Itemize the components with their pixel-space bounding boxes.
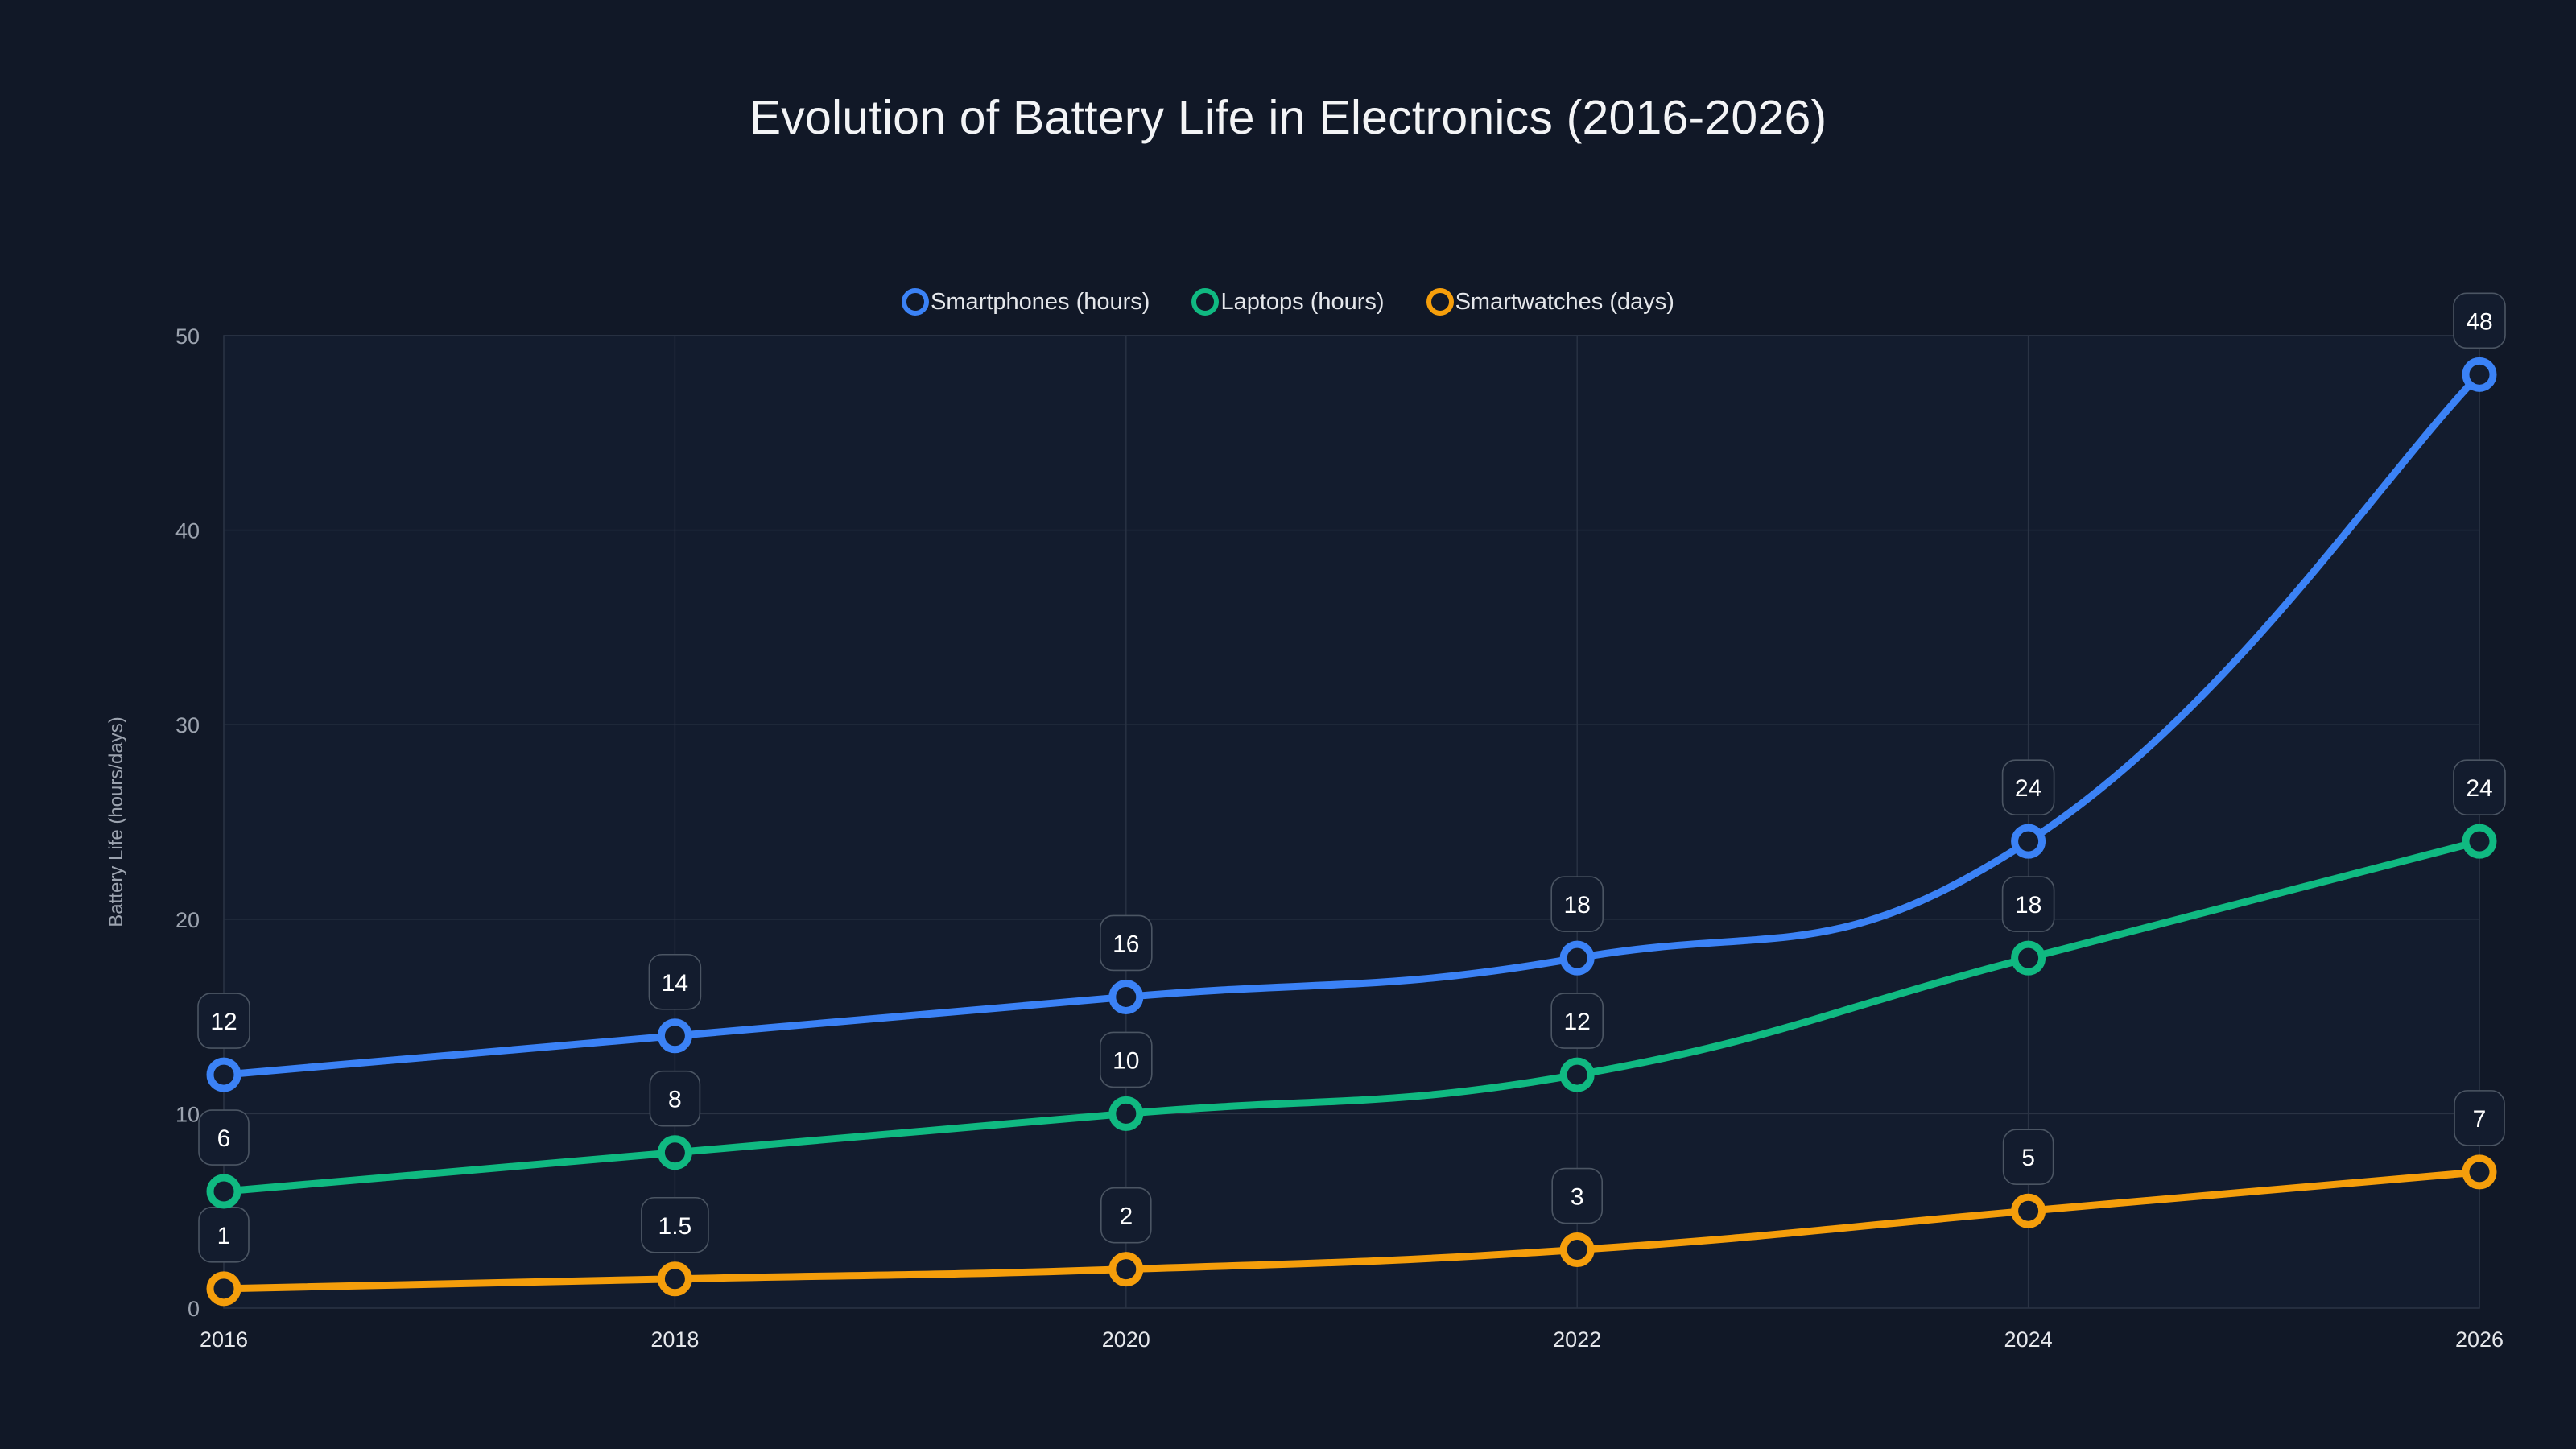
data-label-box [1551,1167,1603,1224]
plot-border [223,335,2480,1309]
data-label-box [1100,914,1153,972]
legend-item-1[interactable]: Laptops (hours) [1191,288,1385,316]
data-point-marker[interactable] [206,1271,242,1307]
data-label-box [197,993,250,1049]
data-label-box [1100,1187,1152,1244]
data-point-marker[interactable] [2462,824,2497,859]
data-point-marker[interactable] [657,1261,692,1297]
data-label-box [2454,1090,2505,1146]
data-label-text: 24 [2015,775,2041,802]
legend-item-label: Smartwatches (days) [1455,288,1674,315]
data-label-text: 24 [2466,775,2492,802]
data-point-marker[interactable] [657,1135,692,1170]
x-axis-tick-label: 2026 [2455,1327,2504,1352]
data-label-box [649,1070,701,1127]
data-point-marker[interactable] [1108,1096,1144,1131]
y-axis-tick-label: 20 [175,908,200,932]
data-label-text: 1 [217,1223,231,1249]
x-axis-tick-label: 2018 [650,1327,699,1352]
data-point-marker[interactable] [1108,1252,1144,1287]
data-labels: 12 14 16 18 24 48 6 8 10 12 18 24 1 1.5 2 3 5 7 [197,292,2506,1263]
y-axis-tick-label: 40 [175,519,200,543]
data-label-text: 8 [668,1087,682,1113]
circle-ring-icon [1426,288,1454,316]
data-label-box [2453,759,2506,815]
data-point-marker[interactable] [2011,940,2046,976]
y-axis-tick-label: 30 [175,713,200,737]
data-label-text: 6 [217,1125,231,1152]
data-label-box [648,953,702,1010]
circle-ring-icon [902,288,930,316]
circle-ring-icon [1191,288,1220,316]
data-point-marker[interactable] [1559,1232,1595,1268]
data-label-text: 3 [1571,1184,1584,1211]
y-axis-title: Battery Life (hours/days) [105,716,127,927]
data-label-text: 10 [1113,1047,1139,1074]
series-line-1 [220,837,2483,1195]
data-label-box [2001,876,2055,932]
data-label-box [2002,1129,2054,1185]
data-label-text: 18 [2015,892,2041,919]
series-markers [206,357,2497,1307]
x-axis-tick-label: 2020 [1102,1327,1150,1352]
data-point-marker[interactable] [1559,1057,1595,1092]
data-label-box [2453,292,2506,349]
legend-item-0[interactable]: Smartphones (hours) [902,288,1150,316]
data-point-marker[interactable] [206,1174,242,1209]
series-line-2 [220,1168,2483,1293]
data-point-marker[interactable] [657,1018,692,1054]
data-label-box [641,1196,709,1253]
data-point-marker[interactable] [2462,1154,2497,1190]
series-lines [220,370,2483,1293]
chart-title: Evolution of Battery Life in Electronics… [749,91,1827,144]
x-axis-tick-label: 2024 [2004,1327,2053,1352]
data-point-marker[interactable] [2462,357,2497,392]
y-axis-tick-label: 0 [188,1297,200,1321]
x-axis-tick-label: 2022 [1553,1327,1601,1352]
legend-item-2[interactable]: Smartwatches (days) [1426,288,1674,316]
series-line-0 [220,370,2483,1079]
data-label-text: 7 [2473,1106,2487,1133]
x-axis-ticks: 2016 2018 2020 2022 2024 2026 [200,1327,2504,1352]
y-axis-tick-label: 50 [175,324,200,349]
data-label-box [1550,993,1604,1049]
data-label-text: 2 [1119,1203,1133,1230]
x-axis-tick-label: 2016 [200,1327,248,1352]
data-label-box [2001,759,2055,815]
data-point-marker[interactable] [1559,940,1595,976]
data-label-text: 48 [2466,308,2492,335]
data-label-box [1550,876,1604,932]
data-point-marker[interactable] [1108,979,1144,1014]
plot-background [224,336,2479,1308]
y-axis-tick-label: 10 [175,1102,200,1126]
legend-item-label: Laptops (hours) [1220,288,1385,315]
data-label-text: 12 [1564,1009,1591,1035]
data-label-text: 1.5 [658,1213,692,1240]
data-point-marker[interactable] [2011,1193,2046,1228]
data-point-marker[interactable] [206,1057,242,1092]
data-label-text: 14 [662,970,688,997]
data-label-text: 5 [2021,1145,2035,1171]
data-label-box [198,1109,250,1166]
data-label-text: 12 [210,1009,237,1035]
data-label-text: 16 [1113,931,1139,957]
chart-legend: Smartphones (hours) Laptops (hours) Smartw… [0,288,2576,316]
data-label-text: 18 [1564,892,1591,919]
legend-item-label: Smartphones (hours) [931,288,1150,315]
data-point-marker[interactable] [2011,824,2046,859]
data-label-box [1100,1031,1153,1088]
